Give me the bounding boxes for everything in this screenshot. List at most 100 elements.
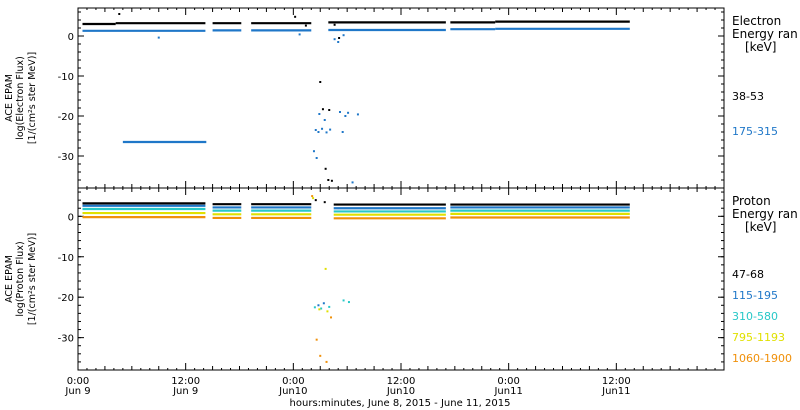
x-tick-sublabel: Jun10 xyxy=(386,386,415,397)
y-axis-label-line: ACE EPAM xyxy=(4,74,15,122)
x-tick-sublabel: Jun 9 xyxy=(64,386,90,397)
legend-title: Electron xyxy=(732,14,781,28)
x-tick-label: 0:00 xyxy=(282,376,304,387)
x-tick-label: 12:00 xyxy=(171,376,200,387)
data-point xyxy=(323,119,326,121)
data-point xyxy=(351,181,354,184)
data-point xyxy=(342,34,345,37)
data-point xyxy=(342,299,345,302)
data-point xyxy=(323,201,326,204)
y-axis-label-line: [1/(cm²s ster MeV)] xyxy=(27,233,38,325)
data-point xyxy=(319,354,322,357)
data-point xyxy=(319,81,322,83)
data-point xyxy=(317,131,320,133)
data-point xyxy=(338,111,341,113)
x-tick-label: 0:00 xyxy=(67,376,89,387)
legend-entry: 1060-1900 xyxy=(732,352,792,365)
data-point xyxy=(321,127,324,130)
series-175-315 xyxy=(82,27,630,184)
data-point xyxy=(325,360,328,363)
legend-title: [keV] xyxy=(745,220,776,234)
legend-title: [keV] xyxy=(745,40,776,54)
data-point xyxy=(315,157,318,159)
data-point xyxy=(312,150,315,153)
data-point xyxy=(313,306,316,309)
data-point xyxy=(322,302,325,305)
series-115-195 xyxy=(82,204,630,307)
data-point xyxy=(347,301,350,304)
data-point xyxy=(333,38,336,41)
data-point xyxy=(157,36,160,39)
legend-entry: 175-315 xyxy=(732,125,778,138)
legend-title: Energy ran xyxy=(732,27,798,41)
y-tick-label: 0 xyxy=(68,212,74,223)
data-point xyxy=(314,129,317,131)
data-point xyxy=(327,179,330,181)
data-point xyxy=(326,310,329,313)
data-point xyxy=(324,267,327,270)
legend-entry: 38-53 xyxy=(732,90,764,103)
legend-title: Energy ran xyxy=(732,207,798,221)
y-axis-label-line: log(Proton Flux) xyxy=(15,241,26,316)
y-tick-label: -30 xyxy=(58,152,74,163)
x-tick-sublabel: Jun11 xyxy=(601,386,630,397)
y-tick-label: -10 xyxy=(58,72,74,83)
data-point xyxy=(312,197,315,200)
series-795-1193 xyxy=(82,197,630,313)
legend-entry: 795-1193 xyxy=(732,331,785,344)
x-tick-sublabel: Jun11 xyxy=(493,386,522,397)
legend-entry: 47-68 xyxy=(732,268,764,281)
data-point xyxy=(347,111,350,114)
y-tick-label: -30 xyxy=(58,334,74,345)
data-point xyxy=(321,108,324,111)
x-tick-label: 12:00 xyxy=(602,376,631,387)
data-point xyxy=(356,113,359,116)
y-axis-label-line: log(Electron Flux) xyxy=(15,56,26,140)
data-point xyxy=(337,41,340,43)
data-point xyxy=(298,33,301,36)
data-point xyxy=(118,13,121,15)
x-tick-sublabel: Jun 9 xyxy=(172,386,198,397)
y-axis-label-line: [1/(cm²s ster MeV)] xyxy=(27,52,38,144)
data-point xyxy=(311,195,314,198)
legend-entry: 310-580 xyxy=(732,310,778,323)
data-point xyxy=(294,15,297,18)
data-point xyxy=(344,115,347,117)
x-tick-label: 12:00 xyxy=(387,376,416,387)
data-point xyxy=(329,128,332,131)
series-38-53 xyxy=(82,13,630,182)
x-tick-sublabel: Jun10 xyxy=(278,386,307,397)
electron-frame xyxy=(77,7,725,189)
data-point xyxy=(330,316,333,319)
data-point xyxy=(328,305,331,308)
x-axis-label: hours:minutes, June 8, 2015 - June 11, 2… xyxy=(290,398,511,409)
series-1060-1900 xyxy=(82,195,630,363)
legend-entry: 115-195 xyxy=(732,289,778,302)
y-tick-label: -20 xyxy=(58,293,74,304)
data-point xyxy=(318,308,321,311)
data-point xyxy=(318,113,321,115)
electron-panel: 0 -10 -20 -30 ACE EPAM log(Electron Flux) [1/(… xyxy=(4,7,798,189)
series-47-68 xyxy=(82,199,630,206)
data-point xyxy=(320,307,323,310)
data-point xyxy=(325,131,328,134)
data-point xyxy=(317,304,320,307)
data-point xyxy=(315,338,318,341)
y-tick-label: 0 xyxy=(68,32,74,43)
x-tick-label: 0:00 xyxy=(497,376,519,387)
data-point xyxy=(304,24,307,27)
data-point xyxy=(324,167,327,170)
series-310-580 xyxy=(82,207,630,310)
data-point xyxy=(341,131,344,133)
data-point xyxy=(333,23,336,26)
y-tick-label: -10 xyxy=(58,253,74,264)
y-axis-label-line: ACE EPAM xyxy=(4,255,15,303)
proton-panel: 0 -10 -20 -30 ACE EPAM log(Proton Flux) [1/(cm… xyxy=(4,187,798,371)
legend-title: Proton xyxy=(732,194,771,208)
data-point xyxy=(338,37,341,39)
data-point xyxy=(314,199,317,202)
data-point xyxy=(330,179,333,182)
y-tick-label: -20 xyxy=(58,112,74,123)
